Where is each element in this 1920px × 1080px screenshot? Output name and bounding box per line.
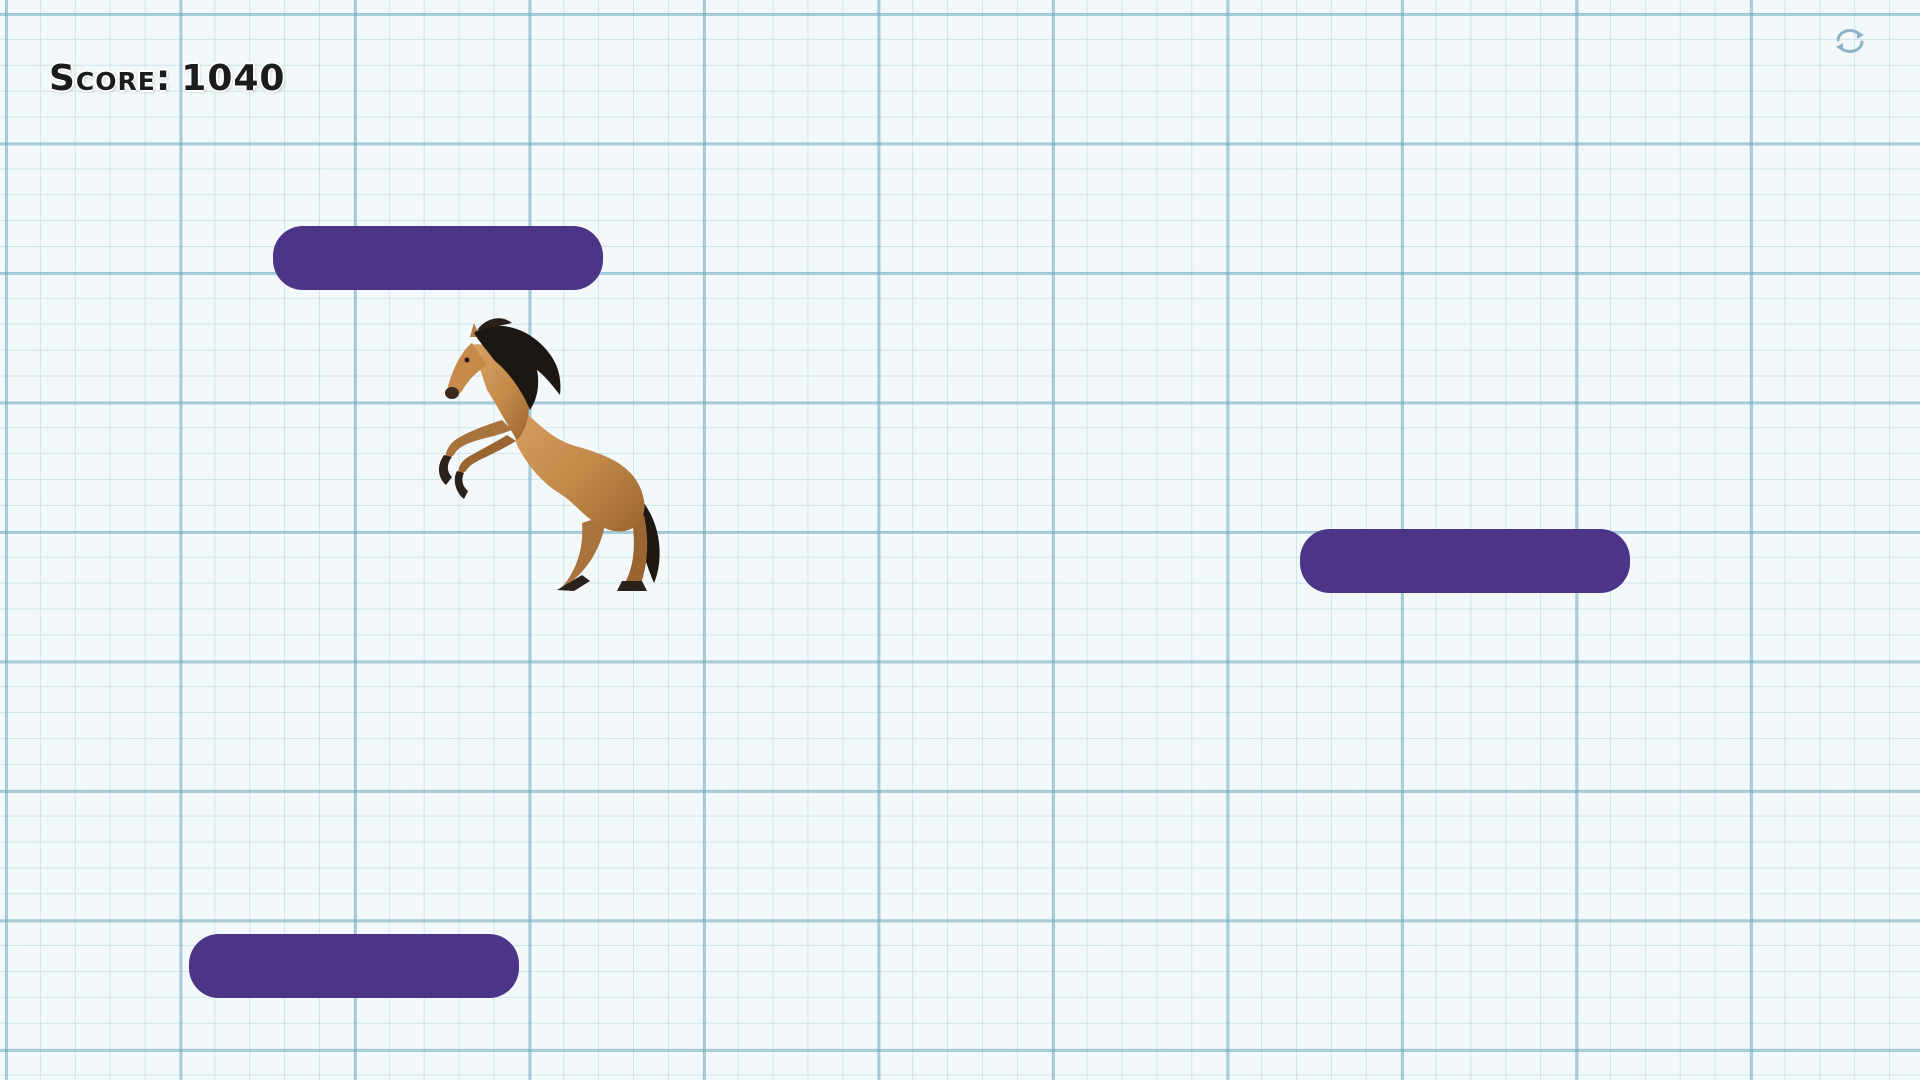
platform — [273, 226, 603, 290]
platform — [1300, 529, 1630, 593]
refresh-icon[interactable] — [1832, 26, 1868, 56]
platform — [189, 934, 519, 998]
score-separator: : — [155, 58, 172, 99]
score-display: Score: 1040 — [49, 58, 285, 99]
horse-player — [432, 315, 677, 595]
score-value: 1040 — [181, 58, 286, 99]
score-label: Score — [49, 58, 156, 99]
